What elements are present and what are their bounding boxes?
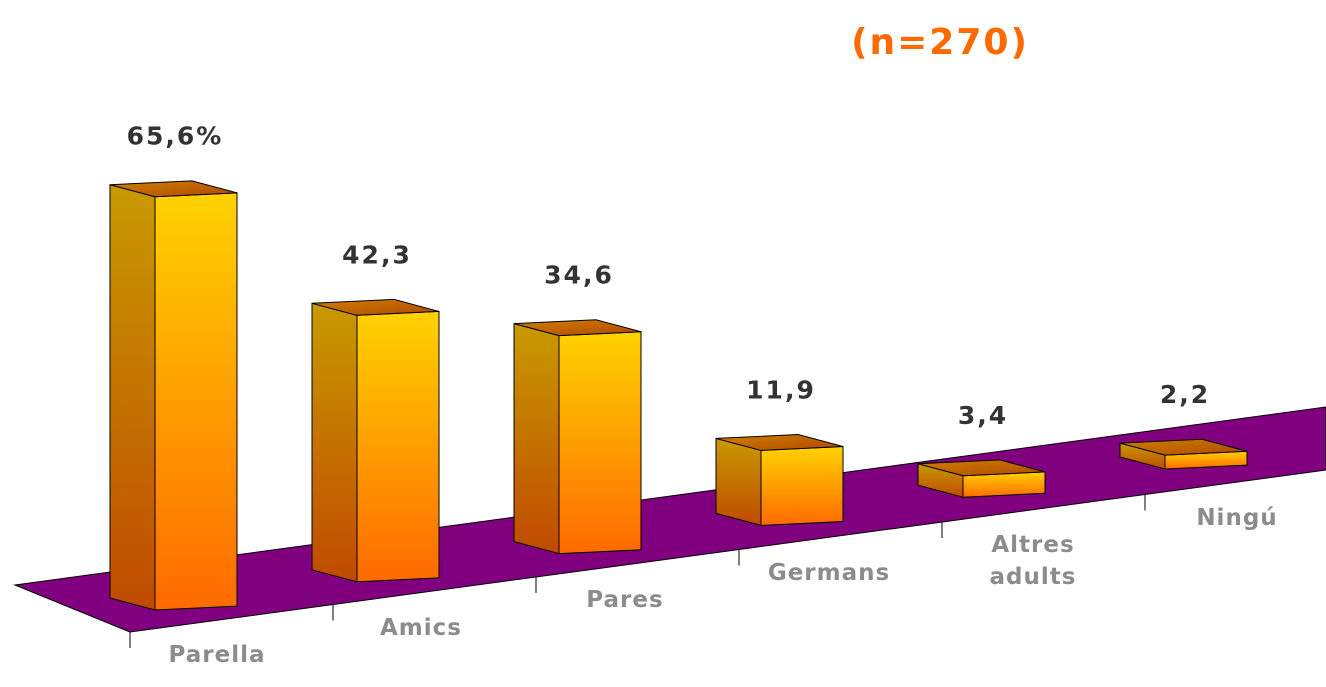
- value-label: 3,4: [958, 401, 1008, 430]
- bar: [1119, 438, 1248, 470]
- bar-top: [513, 319, 642, 337]
- value-label: 65,6%: [127, 122, 224, 151]
- x-tick-label: Ningú: [1196, 504, 1278, 531]
- value-label: 2,2: [1160, 380, 1210, 409]
- bar-side: [513, 322, 560, 555]
- bar-front: [154, 192, 238, 611]
- bar: [715, 434, 844, 527]
- bar-side: [311, 302, 358, 583]
- bar-front: [760, 446, 844, 526]
- bar: [311, 298, 440, 583]
- bar-side: [109, 184, 156, 611]
- value-label: 42,3: [342, 240, 412, 269]
- x-tick-label: Pares: [586, 587, 664, 613]
- bar-front: [558, 331, 642, 555]
- bar-front: [356, 310, 440, 583]
- bar-top: [109, 180, 238, 198]
- bar: [513, 319, 642, 555]
- bar-top: [917, 459, 1046, 477]
- x-tick-label: Amics: [380, 614, 462, 641]
- subtitle: (n=270): [851, 22, 1029, 63]
- bar: [917, 459, 1046, 498]
- bar-side: [715, 437, 762, 527]
- value-label: 34,6: [544, 261, 614, 290]
- bar: [109, 180, 238, 611]
- bar-top: [1119, 438, 1248, 456]
- value-label: 11,9: [746, 375, 816, 404]
- bar-top: [715, 434, 844, 451]
- x-tick-label: Altres adults: [989, 532, 1077, 590]
- bar-top: [311, 298, 440, 316]
- x-tick-label: Germans: [767, 559, 891, 586]
- x-tick-label: Parella: [168, 642, 266, 668]
